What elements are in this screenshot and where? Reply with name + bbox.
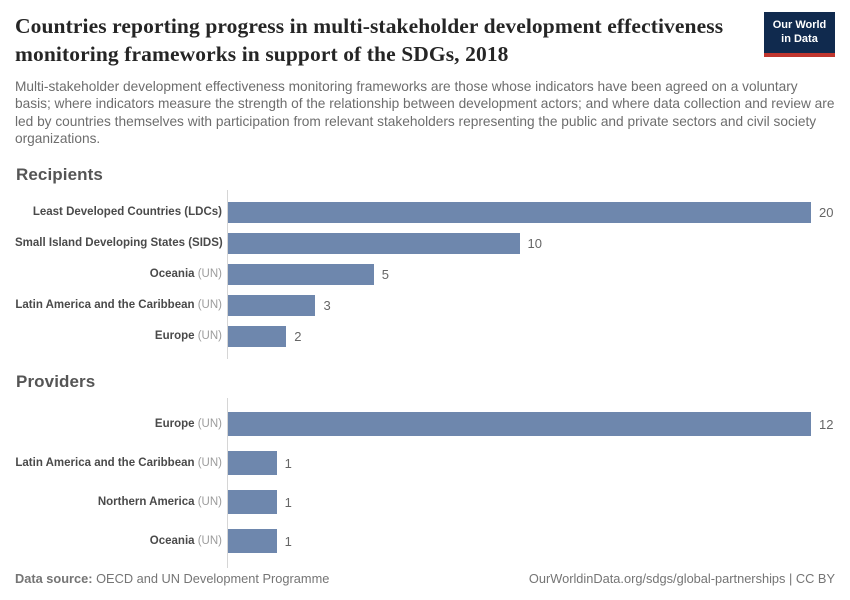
bar-label: Least Developed Countries (LDCs) <box>15 206 222 218</box>
bar-label-suffix: (UN) <box>194 535 222 548</box>
bar-label-suffix: (UN) <box>194 330 222 343</box>
bar-row: Small Island Developing States (SIDS) 10 <box>15 228 835 259</box>
bar-row: Least Developed Countries (LDCs) 20 <box>15 197 835 228</box>
data-source-label: Data source: <box>15 571 93 586</box>
chart-subtitle: Multi-stakeholder development effectiven… <box>15 78 835 147</box>
bar-label-name: Latin America and the Caribbean <box>15 457 195 470</box>
bar-label-suffix: (UN) <box>194 418 222 431</box>
citation: OurWorldinData.org/sdgs/global-partnersh… <box>528 571 835 586</box>
bar-label-name: Northern America <box>97 496 195 509</box>
y-axis-line <box>227 189 228 359</box>
footer: Data source: OECD and UN Development Pro… <box>15 571 835 586</box>
bar-label: Oceania (UN) <box>15 268 222 280</box>
bar-value: 2 <box>294 328 302 344</box>
data-source: Data source: OECD and UN Development Pro… <box>15 571 329 586</box>
bar <box>228 451 277 476</box>
bar-value: 1 <box>284 494 292 510</box>
bar-label: Small Island Developing States (SIDS) <box>15 237 223 250</box>
bar-value: 20 <box>819 204 834 220</box>
bar-label-name: Oceania <box>149 535 195 548</box>
bar-area: 1 <box>228 451 835 476</box>
bar <box>228 232 520 254</box>
bar-row: Oceania (UN) 1 <box>15 522 835 561</box>
bar-value: 5 <box>381 266 389 282</box>
bar-label: Northern America (UN) <box>15 496 222 508</box>
bar-label-name: Europe <box>154 330 195 343</box>
bar-value: 12 <box>819 416 834 432</box>
bar <box>228 294 316 316</box>
bar <box>228 412 811 437</box>
bar <box>228 325 287 347</box>
bar-label-name: Oceania <box>149 268 195 281</box>
section-title-recipients: Recipients <box>16 164 103 184</box>
bar-label-name: Least Developed Countries (LDCs) <box>32 206 222 219</box>
bar-row: Oceania (UN) 5 <box>15 259 835 290</box>
bar-row: Latin America and the Caribbean (UN) 1 <box>15 444 835 483</box>
recipients-bar-chart: Least Developed Countries (LDCs) 20 Small … <box>15 189 835 359</box>
bar-label-suffix: (UN) <box>194 268 222 281</box>
bar-area: 1 <box>228 490 835 515</box>
bar-row: Northern America (UN) 1 <box>15 483 835 522</box>
bar-value: 1 <box>284 533 292 549</box>
bar-value: 10 <box>527 235 542 251</box>
bar <box>228 201 811 223</box>
bar <box>228 263 374 285</box>
bar-area: 2 <box>228 325 835 347</box>
bar-area: 1 <box>228 529 835 554</box>
y-axis-line <box>227 397 228 568</box>
bar <box>228 529 277 554</box>
page-title: Countries reporting progress in multi-st… <box>15 14 724 67</box>
bar-label-suffix: (UN) <box>194 496 222 509</box>
bar <box>228 490 277 515</box>
owid-logo: Our World in Data <box>764 12 835 57</box>
bar-label-suffix: (UN) <box>194 299 222 312</box>
bar-area: 3 <box>228 294 835 316</box>
header: Countries reporting progress in multi-st… <box>15 12 835 69</box>
bar-label-name: Europe <box>154 418 195 431</box>
bar-area: 5 <box>228 263 835 285</box>
data-source-value: OECD and UN Development Programme <box>92 571 330 586</box>
bar-label: Europe (UN) <box>15 330 222 342</box>
section-title-providers: Providers <box>16 371 96 391</box>
bar-value: 3 <box>323 297 331 313</box>
bar-label: Latin America and the Caribbean (UN) <box>15 299 222 311</box>
bar-label-suffix: (UN) <box>194 457 222 470</box>
bar-label: Oceania (UN) <box>15 535 222 547</box>
bar-area: 10 <box>228 232 835 254</box>
bar-row: Europe (UN) 2 <box>15 321 835 352</box>
bar-value: 1 <box>284 455 292 471</box>
bar-area: 20 <box>228 201 835 223</box>
bar-row: Europe (UN) 12 <box>15 405 835 444</box>
providers-bar-chart: Europe (UN) 12 Latin America and the Carib… <box>15 397 835 568</box>
bar-area: 12 <box>228 412 835 437</box>
bar-label-name: Small Island Developing States (SIDS) <box>15 237 223 250</box>
owid-logo-line1: Our World <box>772 19 827 31</box>
bar-label: Europe (UN) <box>15 418 222 430</box>
bar-label: Latin America and the Caribbean (UN) <box>15 457 222 469</box>
bar-row: Latin America and the Caribbean (UN) 3 <box>15 290 835 321</box>
owid-logo-line2: in Data <box>781 32 818 45</box>
bar-label-name: Latin America and the Caribbean <box>15 299 195 312</box>
